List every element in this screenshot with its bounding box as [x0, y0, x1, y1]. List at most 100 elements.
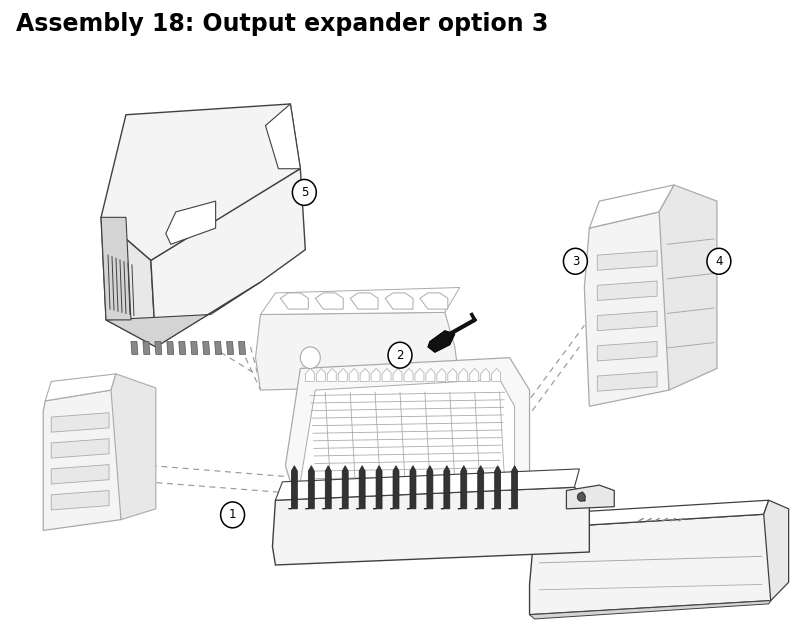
Polygon shape [474, 465, 484, 509]
Polygon shape [373, 465, 382, 509]
Polygon shape [288, 465, 298, 509]
Polygon shape [426, 369, 435, 381]
Polygon shape [492, 369, 501, 381]
Polygon shape [448, 369, 457, 381]
Polygon shape [214, 342, 222, 355]
Polygon shape [151, 169, 306, 347]
Polygon shape [428, 331, 455, 352]
Circle shape [292, 179, 316, 205]
Text: 2: 2 [396, 348, 404, 362]
Polygon shape [202, 342, 210, 355]
Polygon shape [238, 342, 246, 355]
Circle shape [578, 493, 586, 501]
Polygon shape [261, 287, 460, 314]
Polygon shape [360, 369, 369, 381]
Polygon shape [349, 369, 358, 381]
Polygon shape [371, 369, 380, 381]
Polygon shape [382, 369, 391, 381]
Polygon shape [420, 293, 448, 309]
Polygon shape [300, 379, 514, 498]
Text: 5: 5 [301, 186, 308, 199]
Polygon shape [322, 465, 331, 509]
Polygon shape [481, 369, 490, 381]
Polygon shape [167, 342, 174, 355]
Polygon shape [46, 374, 116, 401]
Polygon shape [339, 465, 348, 509]
Polygon shape [338, 485, 347, 500]
Polygon shape [327, 369, 336, 381]
Polygon shape [404, 369, 413, 381]
Polygon shape [470, 369, 478, 381]
Polygon shape [437, 485, 446, 500]
Polygon shape [338, 369, 347, 381]
Polygon shape [415, 369, 424, 381]
Polygon shape [458, 465, 466, 509]
Polygon shape [111, 374, 156, 520]
Polygon shape [426, 485, 435, 500]
Polygon shape [404, 485, 413, 500]
Polygon shape [764, 500, 789, 601]
Polygon shape [43, 390, 121, 530]
Polygon shape [530, 601, 770, 619]
Polygon shape [407, 465, 416, 509]
Polygon shape [327, 485, 336, 500]
Polygon shape [131, 342, 138, 355]
Polygon shape [266, 104, 300, 169]
Polygon shape [101, 218, 131, 320]
Polygon shape [598, 311, 657, 331]
Text: 4: 4 [715, 255, 722, 268]
Polygon shape [281, 293, 308, 309]
Polygon shape [590, 185, 674, 228]
Polygon shape [598, 251, 657, 270]
Circle shape [300, 347, 320, 369]
Polygon shape [371, 485, 380, 500]
Polygon shape [275, 469, 579, 500]
Polygon shape [458, 369, 468, 381]
Text: 3: 3 [572, 255, 579, 268]
Polygon shape [534, 500, 769, 528]
Polygon shape [415, 485, 424, 500]
Polygon shape [393, 485, 402, 500]
Polygon shape [382, 485, 391, 500]
Polygon shape [101, 104, 300, 260]
Polygon shape [481, 485, 490, 500]
Polygon shape [441, 465, 450, 509]
Polygon shape [385, 293, 413, 309]
Polygon shape [492, 465, 501, 509]
Polygon shape [530, 515, 770, 615]
Polygon shape [51, 438, 109, 458]
Circle shape [221, 502, 245, 528]
Polygon shape [166, 201, 216, 244]
Polygon shape [390, 465, 399, 509]
Polygon shape [51, 413, 109, 432]
Polygon shape [106, 282, 261, 347]
Polygon shape [509, 465, 518, 509]
Polygon shape [598, 281, 657, 301]
Polygon shape [492, 485, 501, 500]
Polygon shape [273, 487, 590, 565]
Polygon shape [51, 465, 109, 484]
Polygon shape [598, 372, 657, 391]
Polygon shape [424, 465, 433, 509]
Polygon shape [155, 342, 162, 355]
Polygon shape [316, 369, 326, 381]
Polygon shape [470, 485, 478, 500]
Polygon shape [437, 369, 446, 381]
Polygon shape [393, 369, 402, 381]
Polygon shape [566, 485, 614, 509]
Polygon shape [360, 485, 369, 500]
Polygon shape [101, 218, 156, 347]
Polygon shape [584, 212, 669, 406]
Polygon shape [306, 485, 314, 500]
Polygon shape [458, 485, 468, 500]
Polygon shape [306, 465, 314, 509]
Text: 1: 1 [229, 508, 236, 521]
Circle shape [563, 248, 587, 274]
Text: Assembly 18: Output expander option 3: Assembly 18: Output expander option 3 [16, 12, 549, 36]
Polygon shape [349, 485, 358, 500]
Polygon shape [356, 465, 365, 509]
Polygon shape [143, 342, 150, 355]
Polygon shape [190, 342, 198, 355]
Polygon shape [315, 293, 343, 309]
Circle shape [388, 342, 412, 368]
